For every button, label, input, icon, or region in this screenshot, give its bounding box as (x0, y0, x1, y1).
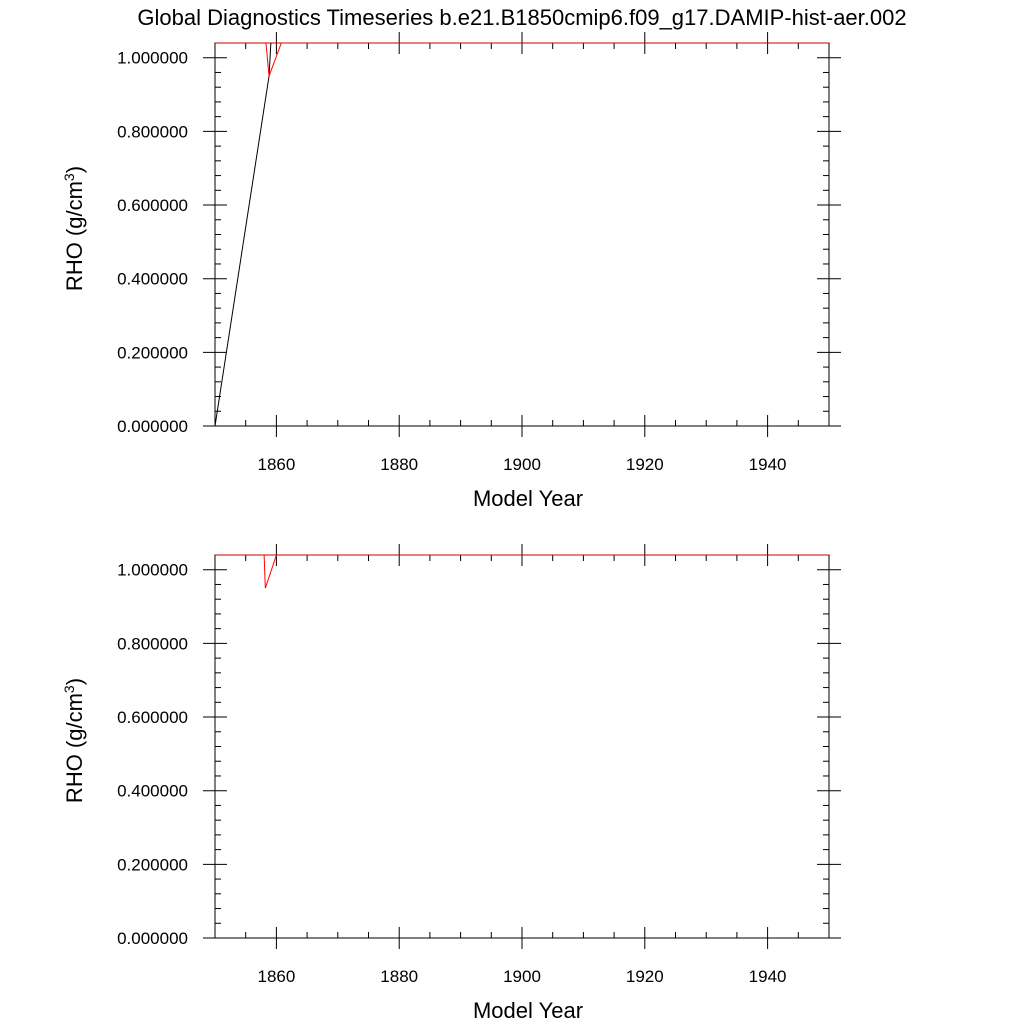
chart-2-series-1-line (263, 554, 277, 589)
chart-2-y-axis-title-close: ) (62, 678, 87, 685)
chart-2-x-tick-label: 1880 (380, 967, 418, 986)
chart-1-y-tick-label: 0.800000 (117, 122, 188, 141)
chart-2-y-tick-label: 0.400000 (117, 782, 188, 801)
chart-2-y-axis-title-main: RHO (g/cm (62, 693, 87, 803)
chart-2-y-axis-title: RHO (g/cm3) (61, 678, 87, 803)
chart-1-x-tick-label: 1880 (380, 455, 418, 474)
chart-1-y-axis-title-main: RHO (g/cm (62, 181, 87, 291)
chart-2-x-tick-label: 1860 (257, 967, 295, 986)
chart-1-y-tick-label: 0.400000 (117, 270, 188, 289)
chart-2-x-tick-label: 1920 (626, 967, 664, 986)
chart-1-y-tick-label: 0.600000 (117, 196, 188, 215)
chart-1-x-tick-label: 1860 (257, 455, 295, 474)
chart-1-y-tick-label: 1.000000 (117, 49, 188, 68)
chart-1-y-axis-title-close: ) (62, 166, 87, 173)
chart-2-y-tick-label: 1.000000 (117, 561, 188, 580)
chart-1-y-axis-title: RHO (g/cm3) (61, 166, 87, 291)
chart-2-x-axis-title: Model Year (473, 998, 583, 1023)
chart-2-y-tick-label: 0.600000 (117, 708, 188, 727)
chart-1-x-tick-label: 1920 (626, 455, 664, 474)
chart-2-y-tick-label: 0.000000 (117, 929, 188, 948)
chart-1-x-axis-title: Model Year (473, 486, 583, 511)
chart-2-y-axis-title-superscript: 3 (61, 685, 77, 693)
chart-panel-bottom: 1860 1880 1900 1920 1940 0.000000 0.200000 0.40… (61, 544, 841, 1023)
chart-1-y-tick-label: 0.000000 (117, 417, 188, 436)
chart-title: Global Diagnostics Timeseries b.e21.B185… (137, 5, 906, 30)
chart-2-y-tick-label: 0.800000 (117, 634, 188, 653)
chart-1-series-2-line (265, 42, 282, 77)
chart-1-x-tick-label: 1940 (749, 455, 787, 474)
chart-panel-top: 1860 1880 1900 1920 1940 0.000000 0.200000 0.40… (61, 32, 841, 511)
chart-2-y-tick-label: 0.200000 (117, 855, 188, 874)
chart-2-x-tick-label: 1940 (749, 967, 787, 986)
chart-1-y-axis-title-superscript: 3 (61, 173, 77, 181)
chart-1-y-tick-label: 0.200000 (117, 343, 188, 362)
chart-2-x-tick-label: 1900 (503, 967, 541, 986)
chart-1-x-tick-label: 1900 (503, 455, 541, 474)
